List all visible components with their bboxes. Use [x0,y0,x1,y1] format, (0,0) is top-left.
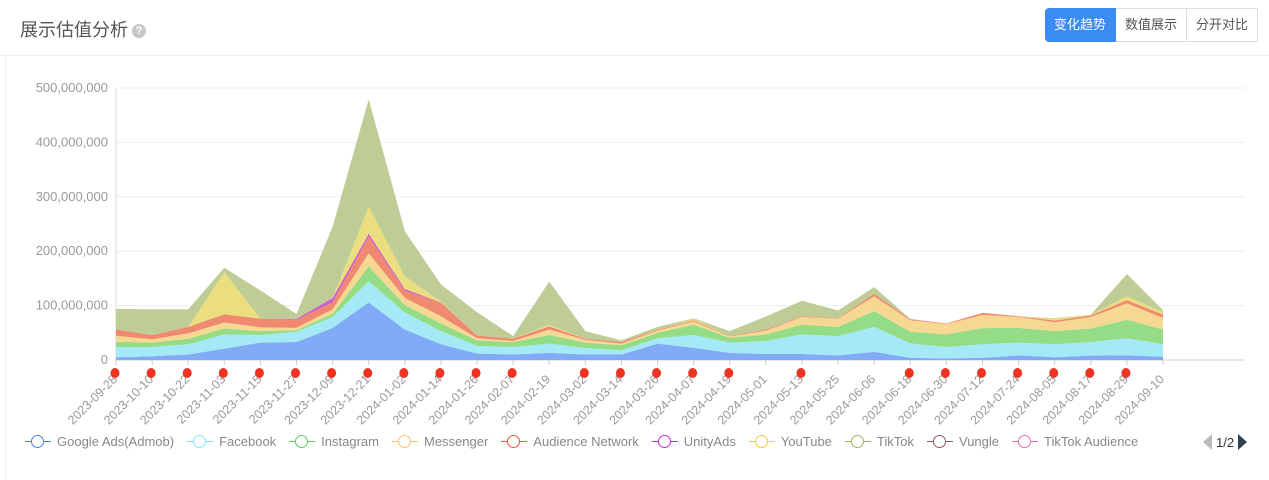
date-marker [796,368,806,378]
legend-marker-icon [748,434,775,449]
date-marker [327,368,337,378]
page-title: 展示估值分析? [20,16,146,42]
date-marker [254,368,264,378]
date-marker [1049,368,1059,378]
legend-marker-icon [1012,434,1038,449]
legend-item[interactable]: Google Ads(Admob) [25,434,174,449]
date-marker [615,368,625,378]
date-marker [724,368,734,378]
date-marker [218,368,228,378]
date-marker [579,368,589,378]
date-marker [399,368,409,378]
legend-item[interactable]: Messenger [391,434,489,449]
legend-item[interactable]: TikTok Audience [1012,434,1143,449]
legend-marker-icon [844,434,871,449]
date-marker [976,368,986,378]
values-button[interactable]: 数值展示 [1116,8,1188,42]
area-youtube [116,206,1163,343]
date-marker [110,368,120,378]
legend-item[interactable]: UnityAds [651,434,736,449]
legend-item[interactable]: Instagram [289,434,379,449]
next-page-icon[interactable] [1238,434,1248,450]
legend-marker-icon [501,434,528,449]
date-marker [363,368,373,378]
legend-label: Messenger [423,434,489,449]
prev-page-icon[interactable] [1203,434,1212,450]
legend-marker-icon [651,434,678,449]
date-marker [507,368,517,378]
compare-button[interactable]: 分开对比 [1187,8,1259,42]
legend-label: TikTok [876,434,914,449]
legend-label: Audience Network [533,434,639,449]
y-tick-label: 100,000,000 [36,298,108,313]
y-tick-label: 500,000,000 [36,80,108,95]
legend-marker-icon [25,434,51,449]
legend-marker-icon [289,434,316,449]
legend-label: UnityAds [683,434,736,449]
area-instagram [116,266,1163,351]
legend-item[interactable]: Facebook [187,434,276,449]
help-icon[interactable]: ? [132,24,146,38]
y-tick-label: 200,000,000 [36,243,108,258]
date-marker [1085,368,1095,378]
date-marker [471,368,481,378]
area-facebook [116,281,1163,359]
title-text: 展示估值分析 [20,20,128,40]
legend-label: Google Ads(Admob) [57,434,175,449]
date-marker [1013,368,1023,378]
area-messenger [116,253,1163,346]
date-marker [291,368,301,378]
date-marker [1121,368,1131,378]
date-marker [146,368,156,378]
legend-label: YouTube [780,434,832,449]
area-audience-network [116,236,1163,344]
panel-header: 展示估值分析? 变化趋势 数值展示 分开对比 [0,0,1269,56]
legend-item[interactable]: TikTok [844,434,914,449]
legend-label: TikTok Audience [1044,434,1139,449]
legend-marker-icon [927,434,953,449]
legend-item[interactable]: YouTube [748,434,832,449]
legend-label: Vungle [959,434,999,449]
legend-label: Facebook [219,434,277,449]
date-marker [652,368,662,378]
y-tick-label: 400,000,000 [36,134,108,149]
y-tick-label: 0 [101,352,108,367]
legend-marker-icon [391,434,418,449]
trend-button[interactable]: 变化趋势 [1045,8,1117,42]
date-marker [904,368,914,378]
legend-item[interactable]: Vungle [927,434,999,449]
area-tiktok [116,99,1163,343]
y-tick-label: 300,000,000 [36,189,108,204]
date-marker [182,368,192,378]
legend-page: 1/2 [1216,434,1235,450]
view-toggle: 变化趋势 数值展示 分开对比 [1045,8,1259,42]
legend-label: Instagram [321,434,379,449]
area-google-ads-admob- [116,302,1163,360]
legend-marker-icon [187,434,214,449]
date-marker [688,368,698,378]
date-marker [940,368,950,378]
chart-panel [5,56,1269,480]
legend-pager: 1/2 [1203,434,1248,450]
legend-item[interactable]: Audience Network [501,434,639,449]
date-marker [435,368,445,378]
legend: Google Ads(Admob) Facebook Instagram Messen… [25,434,1156,449]
